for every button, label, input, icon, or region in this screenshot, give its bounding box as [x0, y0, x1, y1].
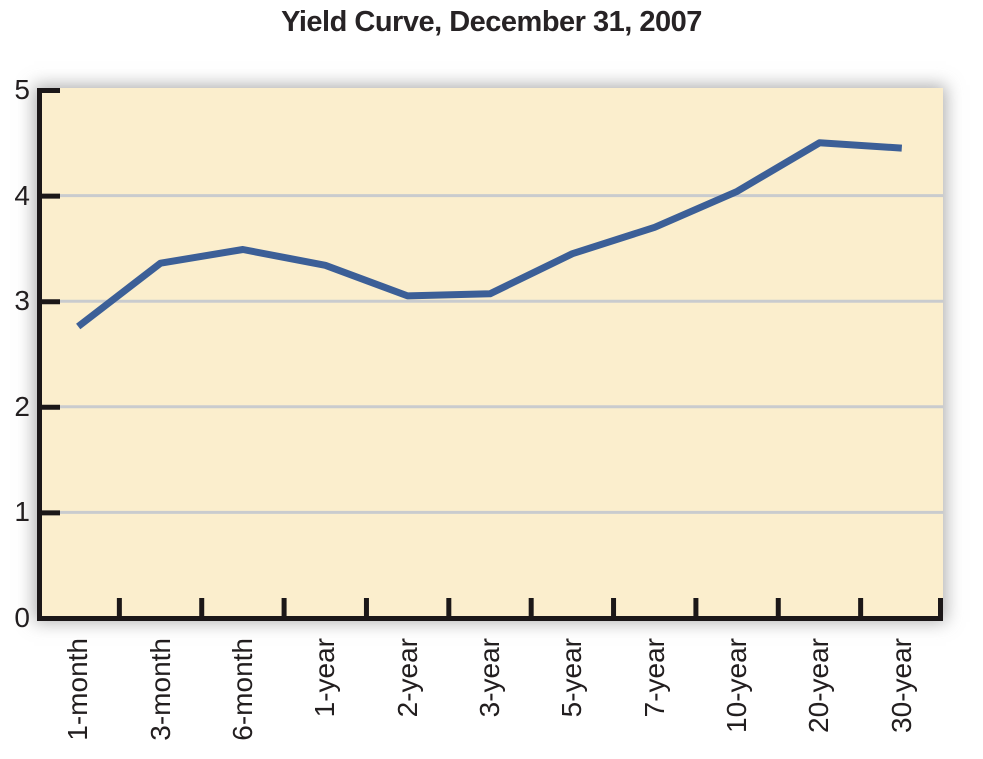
- x-category-label: 3-year: [474, 638, 505, 718]
- chart-title: Yield Curve, December 31, 2007: [281, 6, 702, 38]
- y-tick-label: 5: [14, 74, 30, 105]
- x-category-label: 1-month: [62, 638, 94, 741]
- y-tick-label: 0: [14, 602, 30, 633]
- x-category-label: 1-year: [309, 638, 341, 718]
- y-tick-label: 2: [14, 390, 30, 422]
- y-tick-label: 1: [14, 496, 30, 528]
- x-category-label: 3-month: [144, 638, 176, 741]
- plot-area: [37, 88, 943, 619]
- x-category-label: 30-year: [885, 638, 917, 733]
- x-category-label: 2-year: [391, 638, 423, 718]
- y-tick-label: 3: [14, 285, 30, 317]
- x-category-label: 20-year: [803, 638, 835, 733]
- y-tick-label: 4: [14, 179, 30, 211]
- x-category-label: 7-year: [638, 638, 670, 718]
- x-category-label: 10-year: [721, 638, 753, 733]
- x-category-label: 5-year: [556, 638, 588, 718]
- x-category-label: 6-month: [226, 638, 258, 741]
